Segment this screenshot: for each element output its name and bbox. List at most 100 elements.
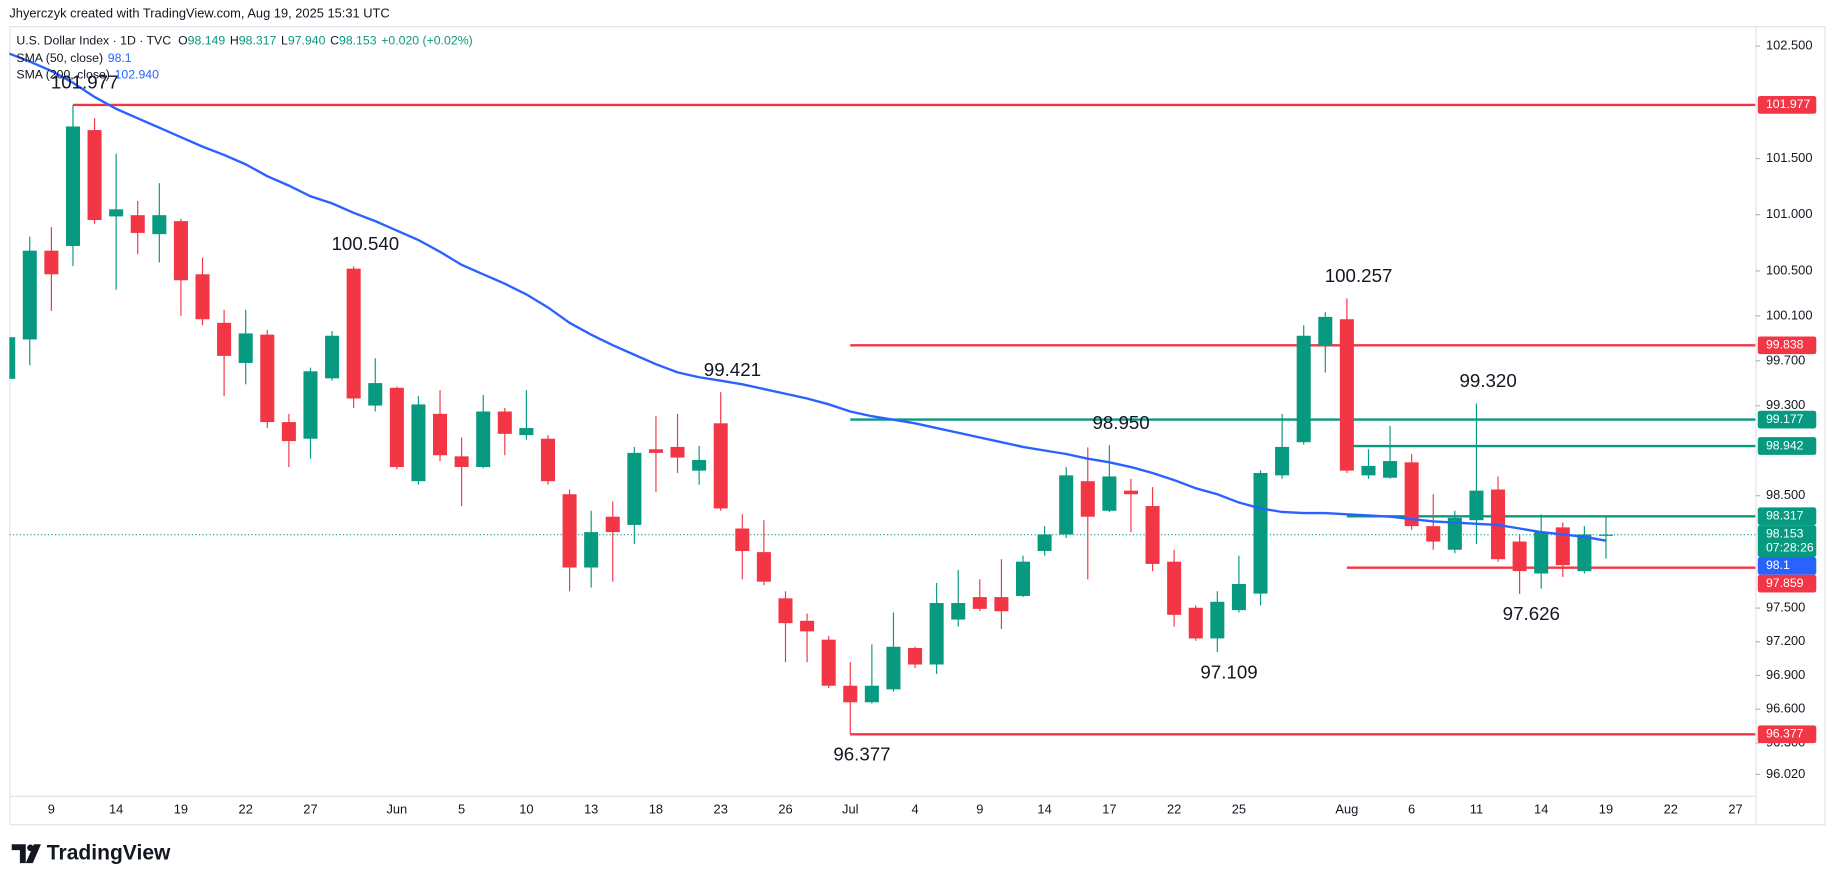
y-tick-label: 99.300 — [1766, 397, 1805, 412]
candle-body — [972, 597, 987, 609]
level-badge — [1757, 574, 1817, 593]
legend-indicator-value: 98.1 — [108, 51, 132, 65]
candle-body — [1037, 534, 1052, 551]
candle-body — [1167, 561, 1182, 615]
candle-body — [1188, 607, 1203, 639]
candle-body — [562, 494, 577, 568]
axes: 9 14 19 22 27 Jun 5 10 13 18 23 26 Jul 4 9 14 17 22 25 Aug 6… — [48, 38, 1817, 816]
candle-body — [1577, 534, 1592, 572]
candle-body — [65, 126, 80, 246]
legend-indicator-name: SMA (50, close) — [16, 51, 103, 65]
candle-body — [281, 422, 296, 442]
legend-ohlc-key: O — [178, 34, 188, 48]
candle-body — [540, 438, 556, 482]
candle-body — [1210, 601, 1225, 639]
y-tick-label: 100.100 — [1766, 307, 1813, 322]
sma-badge-label: 98.1 — [1766, 558, 1790, 572]
x-tick-label: Jul — [842, 801, 859, 816]
candle-body — [821, 639, 836, 686]
candle-body — [454, 456, 469, 468]
candle-body — [670, 446, 685, 458]
x-tick-label: 6 — [1408, 801, 1415, 816]
x-tick-label: 11 — [1470, 801, 1483, 816]
x-tick-label: 25 — [1232, 801, 1246, 816]
candle-body — [605, 516, 620, 533]
x-tick-label: 22 — [1167, 801, 1181, 816]
level-badge — [1757, 507, 1817, 526]
x-tick-label: 10 — [519, 801, 533, 816]
x-tick-label: 4 — [911, 801, 918, 816]
x-tick-label: Aug — [1335, 801, 1358, 816]
candle-body — [238, 333, 253, 363]
y-tick-label: 96.900 — [1766, 667, 1805, 682]
legend-ohlc-value: 98.317 — [239, 34, 277, 48]
candle-body — [843, 685, 858, 703]
price-annotation: 97.626 — [1503, 603, 1560, 624]
x-tick-label: 19 — [1599, 801, 1613, 816]
x-tick-label: 18 — [649, 801, 663, 816]
legend-ohlc-key: L — [281, 34, 288, 48]
level-badge-label: 97.859 — [1766, 576, 1804, 590]
x-tick-label: 27 — [1728, 801, 1742, 816]
candle-body — [800, 620, 815, 632]
candle-body — [44, 250, 59, 275]
candle-body — [584, 532, 599, 568]
y-tick-label: 97.200 — [1766, 633, 1805, 648]
legend-ohlc-key: C — [330, 34, 339, 48]
candle-body — [87, 130, 102, 220]
candle-body — [929, 603, 944, 665]
legend-indicator: SMA (200, close) 102.940 — [16, 68, 159, 82]
price-annotation: 101.977 — [51, 72, 119, 93]
candle-body — [1383, 461, 1398, 478]
level-badge-label: 96.377 — [1766, 727, 1804, 741]
level-badge — [1757, 336, 1817, 355]
candle-body — [864, 685, 879, 703]
candle-body — [1296, 335, 1311, 443]
candle-body — [627, 452, 642, 525]
x-tick-label: 9 — [976, 801, 983, 816]
candle-body — [951, 603, 966, 620]
candle-body — [109, 209, 124, 217]
candle-body — [648, 449, 663, 453]
last-price-badge-label: 07:28:26 — [1766, 540, 1814, 554]
level-badge — [1757, 437, 1817, 455]
x-tick-label: 13 — [584, 801, 598, 816]
candle-body — [756, 552, 771, 582]
candle-body — [130, 215, 145, 233]
price-annotation: 99.320 — [1460, 370, 1517, 391]
y-tick-label: 101.000 — [1766, 206, 1813, 221]
level-badge-label: 98.942 — [1766, 438, 1804, 452]
candle-body — [389, 387, 404, 468]
candle-body — [22, 250, 37, 340]
candle-body — [260, 334, 275, 423]
y-tick-label: 100.500 — [1766, 262, 1813, 277]
x-tick-label: 14 — [1534, 801, 1548, 816]
candle-body — [519, 428, 534, 436]
level-badge-label: 98.317 — [1766, 508, 1804, 522]
candle-body — [1015, 561, 1031, 596]
candle-body — [152, 215, 167, 235]
x-tick-label: 5 — [458, 801, 465, 816]
plot — [9, 52, 1756, 736]
x-tick-label: 27 — [303, 801, 317, 816]
candle-body — [1426, 526, 1441, 542]
overlay: U.S. Dollar Index · 1D · TVC O98.149 H98.3… — [16, 34, 1560, 765]
legend-indicator: SMA (50, close) 98.1 — [16, 51, 131, 65]
level-badge — [1757, 96, 1817, 114]
legend-ohlc-key: H — [230, 34, 239, 48]
header: Jhyerczyk created with TradingView.com, … — [9, 6, 389, 21]
x-tick-label: 9 — [48, 801, 55, 816]
sma-badge — [1757, 557, 1817, 575]
candle-body — [173, 221, 188, 281]
candle-body — [1318, 316, 1333, 346]
candle-body — [1102, 476, 1117, 511]
last-price-badge-label: 98.153 — [1766, 526, 1804, 540]
candle-body — [497, 411, 512, 434]
price-annotation: 98.950 — [1092, 412, 1149, 433]
legend-ohlc-value: 97.940 — [288, 34, 326, 48]
candle-body — [1253, 472, 1268, 594]
candle-body — [713, 423, 728, 509]
footer-brand: TradingView — [47, 841, 171, 864]
